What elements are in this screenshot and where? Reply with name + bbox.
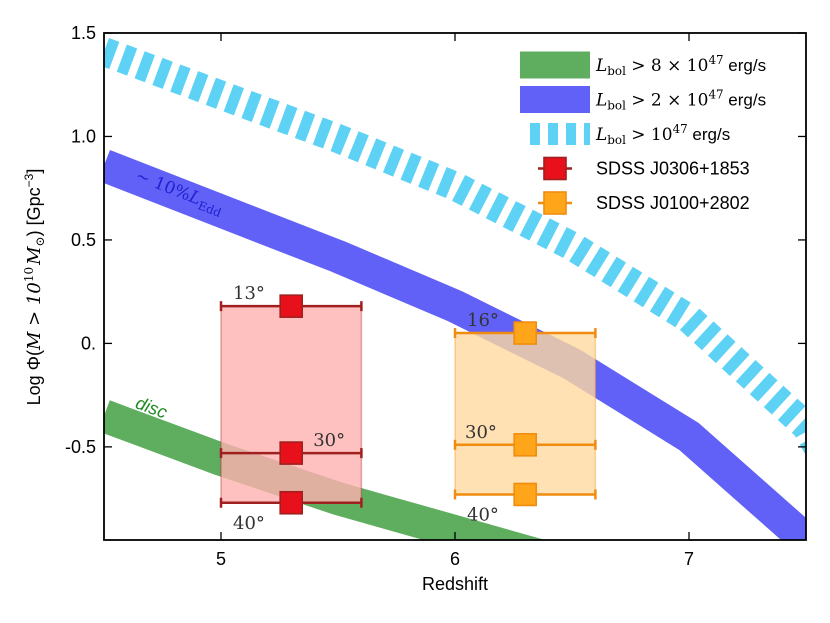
x-tick-label: 7 — [684, 549, 694, 569]
x-tick-label: 6 — [450, 549, 460, 569]
legend-entry-0: Lbol > 8 × 1047 erg/s — [520, 51, 766, 79]
object-range-0 — [220, 305, 363, 504]
y-axis-label: Log Φ(M > 1010M⊙) [Gpc−3] — [22, 169, 47, 406]
legend-label: Lbol > 8 × 1047 erg/s — [595, 53, 766, 78]
legend-swatch-marker — [543, 191, 567, 215]
angle-label: 40° — [233, 513, 265, 534]
angle-label: 30° — [465, 422, 497, 443]
band-lbol_1e47 — [104, 38, 806, 455]
x-axis-label: Redshift — [422, 574, 488, 594]
legend-label: SDSS J0100+2802 — [596, 193, 750, 213]
object-point-0-1: 30° — [219, 430, 363, 465]
y-tick-label: 0. — [81, 333, 96, 353]
y-tick-label: 1.5 — [71, 23, 96, 43]
angle-label: 13° — [233, 283, 265, 304]
legend-entry-2: Lbol > 1047 erg/s — [530, 122, 730, 147]
y-tick-label: -0.5 — [65, 437, 96, 457]
object-point-0-2: 40° — [219, 490, 363, 534]
data-marker — [513, 433, 538, 457]
data-marker — [513, 321, 538, 345]
object-point-0-0: 13° — [219, 283, 363, 318]
object-point-1-2: 40° — [453, 482, 597, 525]
angle-label: 40° — [467, 504, 499, 525]
legend-label: Lbol > 1047 erg/s — [595, 122, 730, 147]
data-marker — [513, 482, 538, 507]
legend-label: SDSS J0306+1853 — [596, 159, 750, 179]
legend-swatch-marker — [543, 156, 567, 181]
angle-label: 30° — [313, 430, 345, 451]
legend: Lbol > 8 × 1047 erg/s Lbol > 2 × 1047 erg… — [520, 51, 766, 215]
legend-entry-3: SDSS J0306+1853 — [538, 156, 750, 181]
data-marker — [279, 294, 304, 318]
legend-entry-4: SDSS J0100+2802 — [538, 191, 750, 215]
angle-label: 16° — [467, 310, 499, 331]
legend-label: Lbol > 2 × 1047 erg/s — [595, 88, 766, 113]
band-10pct_edd — [104, 149, 806, 540]
object-range-1 — [454, 332, 597, 496]
object-point-1-1: 30° — [453, 422, 597, 457]
axis-ticks: 5 6 7 1.5 1.0 0.5 0. -0.5 — [65, 23, 806, 569]
y-tick-label: 1.0 — [71, 126, 96, 146]
data-marker — [279, 441, 304, 465]
data-marker — [279, 490, 304, 515]
x-tick-label: 5 — [216, 549, 226, 569]
y-tick-label: 0.5 — [71, 230, 96, 250]
legend-entry-1: Lbol > 2 × 1047 erg/s — [520, 86, 766, 113]
object-point-1-0: 16° — [453, 310, 597, 345]
